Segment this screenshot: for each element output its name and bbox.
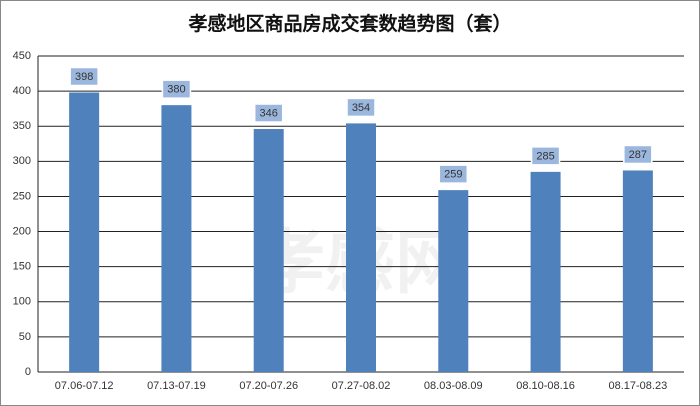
bar bbox=[530, 171, 561, 372]
x-tick-label: 07.20-07.26 bbox=[239, 380, 298, 392]
y-tick-label: 50 bbox=[19, 331, 31, 343]
y-tick-label: 200 bbox=[13, 225, 31, 237]
y-tick-label: 350 bbox=[13, 120, 31, 132]
x-tick-label: 07.13-07.19 bbox=[147, 380, 206, 392]
value-label-box bbox=[253, 103, 284, 123]
x-tick-label: 07.06-07.12 bbox=[55, 380, 114, 392]
bar bbox=[161, 105, 192, 373]
value-label: 380 bbox=[167, 84, 185, 96]
value-label-box bbox=[346, 97, 376, 118]
y-tick-label: 400 bbox=[13, 85, 31, 97]
value-label-box bbox=[530, 146, 561, 166]
chart-title: 孝感地区商品房成交套数趋势图（套） bbox=[188, 12, 511, 35]
bar bbox=[346, 123, 376, 372]
bar bbox=[622, 170, 653, 372]
value-label-box bbox=[161, 79, 192, 99]
value-label-box bbox=[623, 144, 653, 165]
x-tick-label: 08.17-08.23 bbox=[608, 380, 667, 392]
y-tick-label: 0 bbox=[25, 366, 31, 378]
y-tick-label: 250 bbox=[13, 190, 31, 202]
bar bbox=[69, 92, 100, 372]
bar bbox=[253, 129, 284, 372]
value-label: 346 bbox=[260, 107, 278, 119]
y-tick-label: 450 bbox=[13, 50, 31, 62]
x-tick-label: 08.03-08.09 bbox=[424, 380, 483, 392]
value-label: 287 bbox=[629, 149, 647, 161]
x-tick-label: 07.27-08.02 bbox=[332, 380, 391, 392]
value-label: 354 bbox=[352, 102, 370, 114]
value-label: 285 bbox=[536, 150, 554, 162]
value-label-box bbox=[69, 66, 99, 87]
value-label: 398 bbox=[75, 71, 93, 83]
value-label-box bbox=[438, 164, 469, 184]
value-label: 259 bbox=[444, 169, 462, 181]
bar bbox=[438, 190, 469, 372]
y-tick-label: 100 bbox=[13, 296, 31, 308]
y-tick-label: 300 bbox=[13, 155, 31, 167]
y-tick-label: 150 bbox=[13, 261, 31, 273]
x-tick-label: 08.10-08.16 bbox=[516, 380, 575, 392]
